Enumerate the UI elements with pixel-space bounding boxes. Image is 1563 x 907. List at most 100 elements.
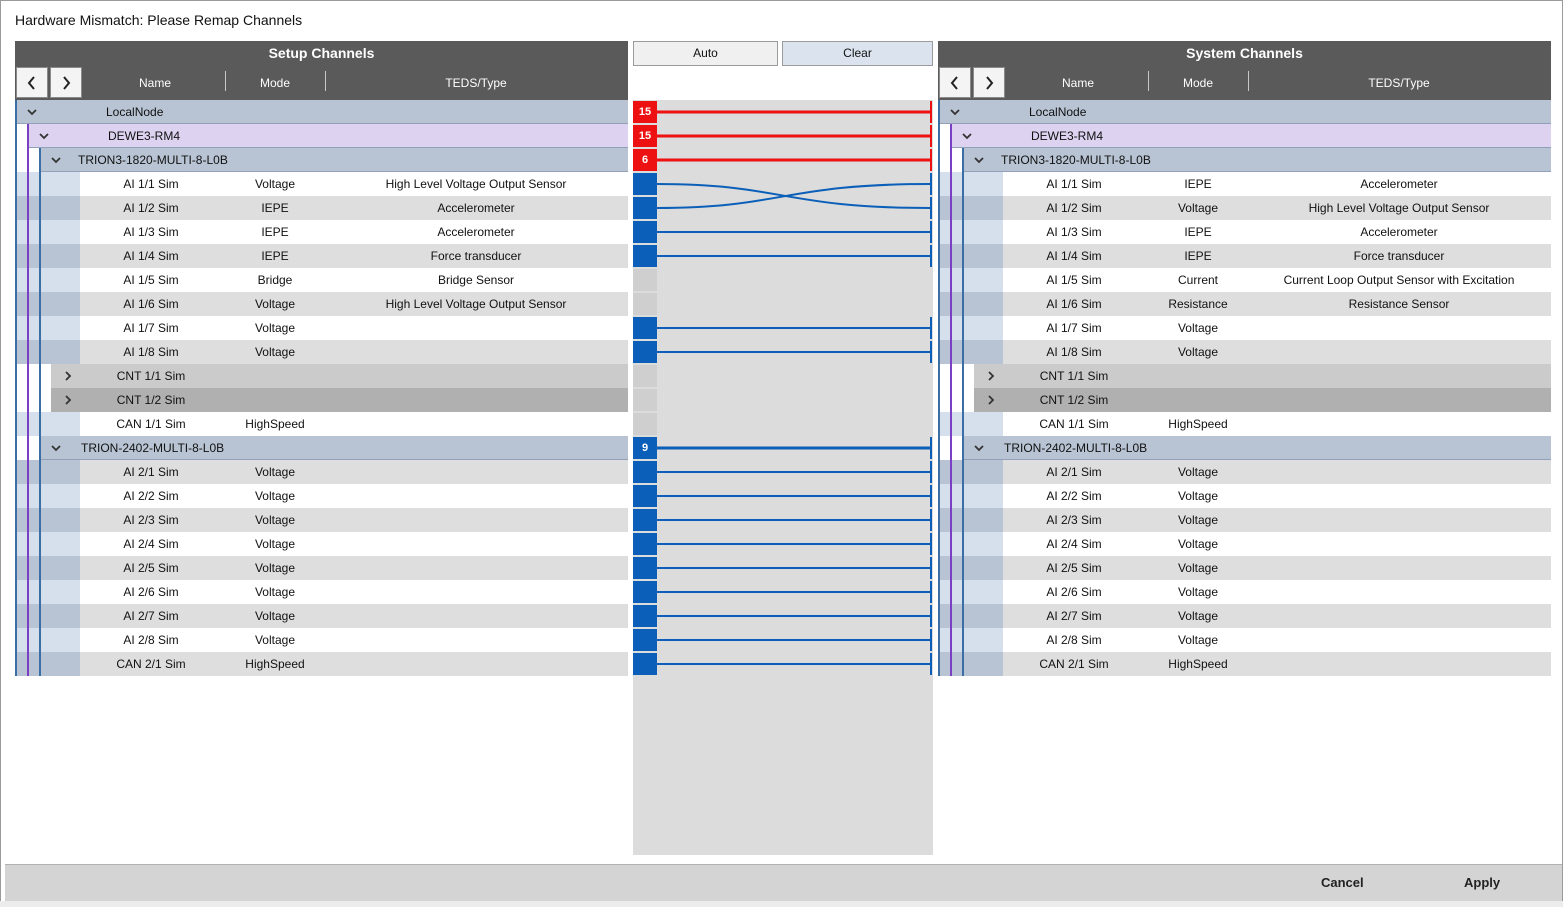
chevron-down-icon[interactable] <box>950 107 960 117</box>
mapping-handle[interactable] <box>633 557 657 579</box>
mapping-line[interactable] <box>656 183 931 209</box>
channel-row[interactable]: AI 2/1 Sim Voltage <box>15 460 628 484</box>
chevron-down-icon[interactable] <box>51 443 61 453</box>
clear-button[interactable]: Clear <box>782 41 933 66</box>
setup-col-name[interactable]: Name <box>138 76 171 90</box>
tree-node-module[interactable]: TRION-2402-MULTI-8-L0B <box>15 436 628 460</box>
system-next-button[interactable] <box>973 67 1005 98</box>
channel-row[interactable]: AI 2/6 Sim Voltage <box>15 580 628 604</box>
mapping-line[interactable] <box>656 183 931 209</box>
unmapped-slot[interactable] <box>633 269 657 291</box>
chevron-right-icon[interactable] <box>986 395 996 405</box>
channel-row[interactable]: AI 1/1 Sim Voltage High Level Voltage Outp… <box>15 172 628 196</box>
chevron-down-icon[interactable] <box>27 107 37 117</box>
setup-col-teds[interactable]: TEDS/Type <box>445 76 507 90</box>
chevron-right-icon[interactable] <box>63 371 73 381</box>
system-col-name[interactable]: Name <box>1061 76 1094 90</box>
mapping-handle[interactable] <box>633 245 657 267</box>
channel-row[interactable]: AI 2/8 Sim Voltage <box>938 628 1551 652</box>
channel-row[interactable]: CAN 2/1 Sim HighSpeed <box>938 652 1551 676</box>
mapping-handle[interactable] <box>633 173 657 195</box>
mapping-handle[interactable] <box>633 653 657 675</box>
tree-node-local[interactable]: LocalNode <box>938 100 1551 124</box>
channel-row[interactable]: AI 2/3 Sim Voltage <box>938 508 1551 532</box>
channel-row[interactable]: AI 1/2 Sim Voltage High Level Voltage Outp… <box>938 196 1551 220</box>
channel-row[interactable]: AI 2/4 Sim Voltage <box>15 532 628 556</box>
channel-row[interactable]: AI 2/1 Sim Voltage <box>938 460 1551 484</box>
chevron-right-icon[interactable] <box>63 395 73 405</box>
channel-row[interactable]: AI 1/8 Sim Voltage <box>15 340 628 364</box>
mapping-handle[interactable] <box>633 509 657 531</box>
tree-node-device[interactable]: DEWE3-RM4 <box>15 124 628 148</box>
channel-row[interactable]: AI 1/5 Sim Current Current Loop Output Sen… <box>938 268 1551 292</box>
channel-row[interactable]: AI 2/2 Sim Voltage <box>15 484 628 508</box>
chevron-right-icon[interactable] <box>986 371 996 381</box>
unmapped-slot[interactable] <box>633 365 657 387</box>
unmapped-slot[interactable] <box>633 389 657 411</box>
channel-row[interactable]: CAN 2/1 Sim HighSpeed <box>15 652 628 676</box>
tree-node-local[interactable]: LocalNode <box>15 100 628 124</box>
system-prev-button[interactable] <box>939 67 971 98</box>
cancel-button[interactable]: Cancel <box>1321 875 1364 890</box>
chevron-down-icon[interactable] <box>51 155 61 165</box>
channel-row[interactable]: CAN 1/1 Sim HighSpeed <box>938 412 1551 436</box>
mapping-handle[interactable] <box>633 197 657 219</box>
mapping-handle[interactable] <box>633 317 657 339</box>
tree-node-device[interactable]: DEWE3-RM4 <box>938 124 1551 148</box>
apply-button[interactable]: Apply <box>1464 875 1501 890</box>
tree-node-module[interactable]: TRION3-1820-MULTI-8-L0B <box>938 148 1551 172</box>
mapping-count-badge[interactable]: 6 <box>633 149 657 171</box>
channel-row[interactable]: AI 1/3 Sim IEPE Accelerometer <box>15 220 628 244</box>
mapping-count-badge[interactable]: 15 <box>633 125 657 147</box>
channel-row[interactable]: AI 1/7 Sim Voltage <box>938 316 1551 340</box>
chevron-down-icon[interactable] <box>39 131 49 141</box>
channel-row[interactable]: AI 1/6 Sim Voltage High Level Voltage Outp… <box>15 292 628 316</box>
channel-row[interactable]: AI 2/4 Sim Voltage <box>938 532 1551 556</box>
tree-node-module[interactable]: TRION-2402-MULTI-8-L0B <box>938 436 1551 460</box>
tree-node-module[interactable]: TRION3-1820-MULTI-8-L0B <box>15 148 628 172</box>
counter-channel-row[interactable]: CNT 1/2 Sim <box>15 388 628 412</box>
system-col-mode[interactable]: Mode <box>1182 76 1214 90</box>
channel-row[interactable]: AI 1/6 Sim Resistance Resistance Sensor <box>938 292 1551 316</box>
channel-row[interactable]: AI 1/3 Sim IEPE Accelerometer <box>938 220 1551 244</box>
channel-row[interactable]: AI 1/8 Sim Voltage <box>938 340 1551 364</box>
counter-channel-row[interactable]: CNT 1/1 Sim <box>15 364 628 388</box>
channel-row[interactable]: AI 2/7 Sim Voltage <box>938 604 1551 628</box>
channel-row[interactable]: AI 1/4 Sim IEPE Force transducer <box>15 244 628 268</box>
counter-channel-row[interactable]: CNT 1/2 Sim <box>938 388 1551 412</box>
channel-row[interactable]: AI 1/1 Sim IEPE Accelerometer <box>938 172 1551 196</box>
chevron-down-icon[interactable] <box>974 155 984 165</box>
mapping-handle[interactable] <box>633 341 657 363</box>
channel-row[interactable]: AI 1/4 Sim IEPE Force transducer <box>938 244 1551 268</box>
auto-button[interactable]: Auto <box>633 41 778 66</box>
channel-row[interactable]: AI 1/2 Sim IEPE Accelerometer <box>15 196 628 220</box>
mapping-handle[interactable] <box>633 629 657 651</box>
channel-row[interactable]: CAN 1/1 Sim HighSpeed <box>15 412 628 436</box>
channel-row[interactable]: AI 1/5 Sim Bridge Bridge Sensor <box>15 268 628 292</box>
chevron-down-icon[interactable] <box>962 131 972 141</box>
channel-row[interactable]: AI 1/7 Sim Voltage <box>15 316 628 340</box>
mapping-handle[interactable] <box>633 581 657 603</box>
channel-row[interactable]: AI 2/5 Sim Voltage <box>938 556 1551 580</box>
setup-col-mode[interactable]: Mode <box>259 76 291 90</box>
mapping-handle[interactable] <box>633 605 657 627</box>
unmapped-slot[interactable] <box>633 293 657 315</box>
system-col-teds[interactable]: TEDS/Type <box>1368 76 1430 90</box>
mapping-count-badge[interactable]: 15 <box>633 101 657 123</box>
setup-next-button[interactable] <box>50 67 82 98</box>
mapping-handle[interactable] <box>633 221 657 243</box>
channel-row[interactable]: AI 2/6 Sim Voltage <box>938 580 1551 604</box>
chevron-down-icon[interactable] <box>974 443 984 453</box>
channel-row[interactable]: AI 2/2 Sim Voltage <box>938 484 1551 508</box>
unmapped-slot[interactable] <box>633 413 657 435</box>
mapping-count-badge[interactable]: 9 <box>633 437 657 459</box>
channel-row[interactable]: AI 2/8 Sim Voltage <box>15 628 628 652</box>
channel-row[interactable]: AI 2/5 Sim Voltage <box>15 556 628 580</box>
channel-row[interactable]: AI 2/3 Sim Voltage <box>15 508 628 532</box>
setup-prev-button[interactable] <box>16 67 48 98</box>
mapping-handle[interactable] <box>633 533 657 555</box>
mapping-handle[interactable] <box>633 461 657 483</box>
mapping-handle[interactable] <box>633 485 657 507</box>
channel-row[interactable]: AI 2/7 Sim Voltage <box>15 604 628 628</box>
counter-channel-row[interactable]: CNT 1/1 Sim <box>938 364 1551 388</box>
